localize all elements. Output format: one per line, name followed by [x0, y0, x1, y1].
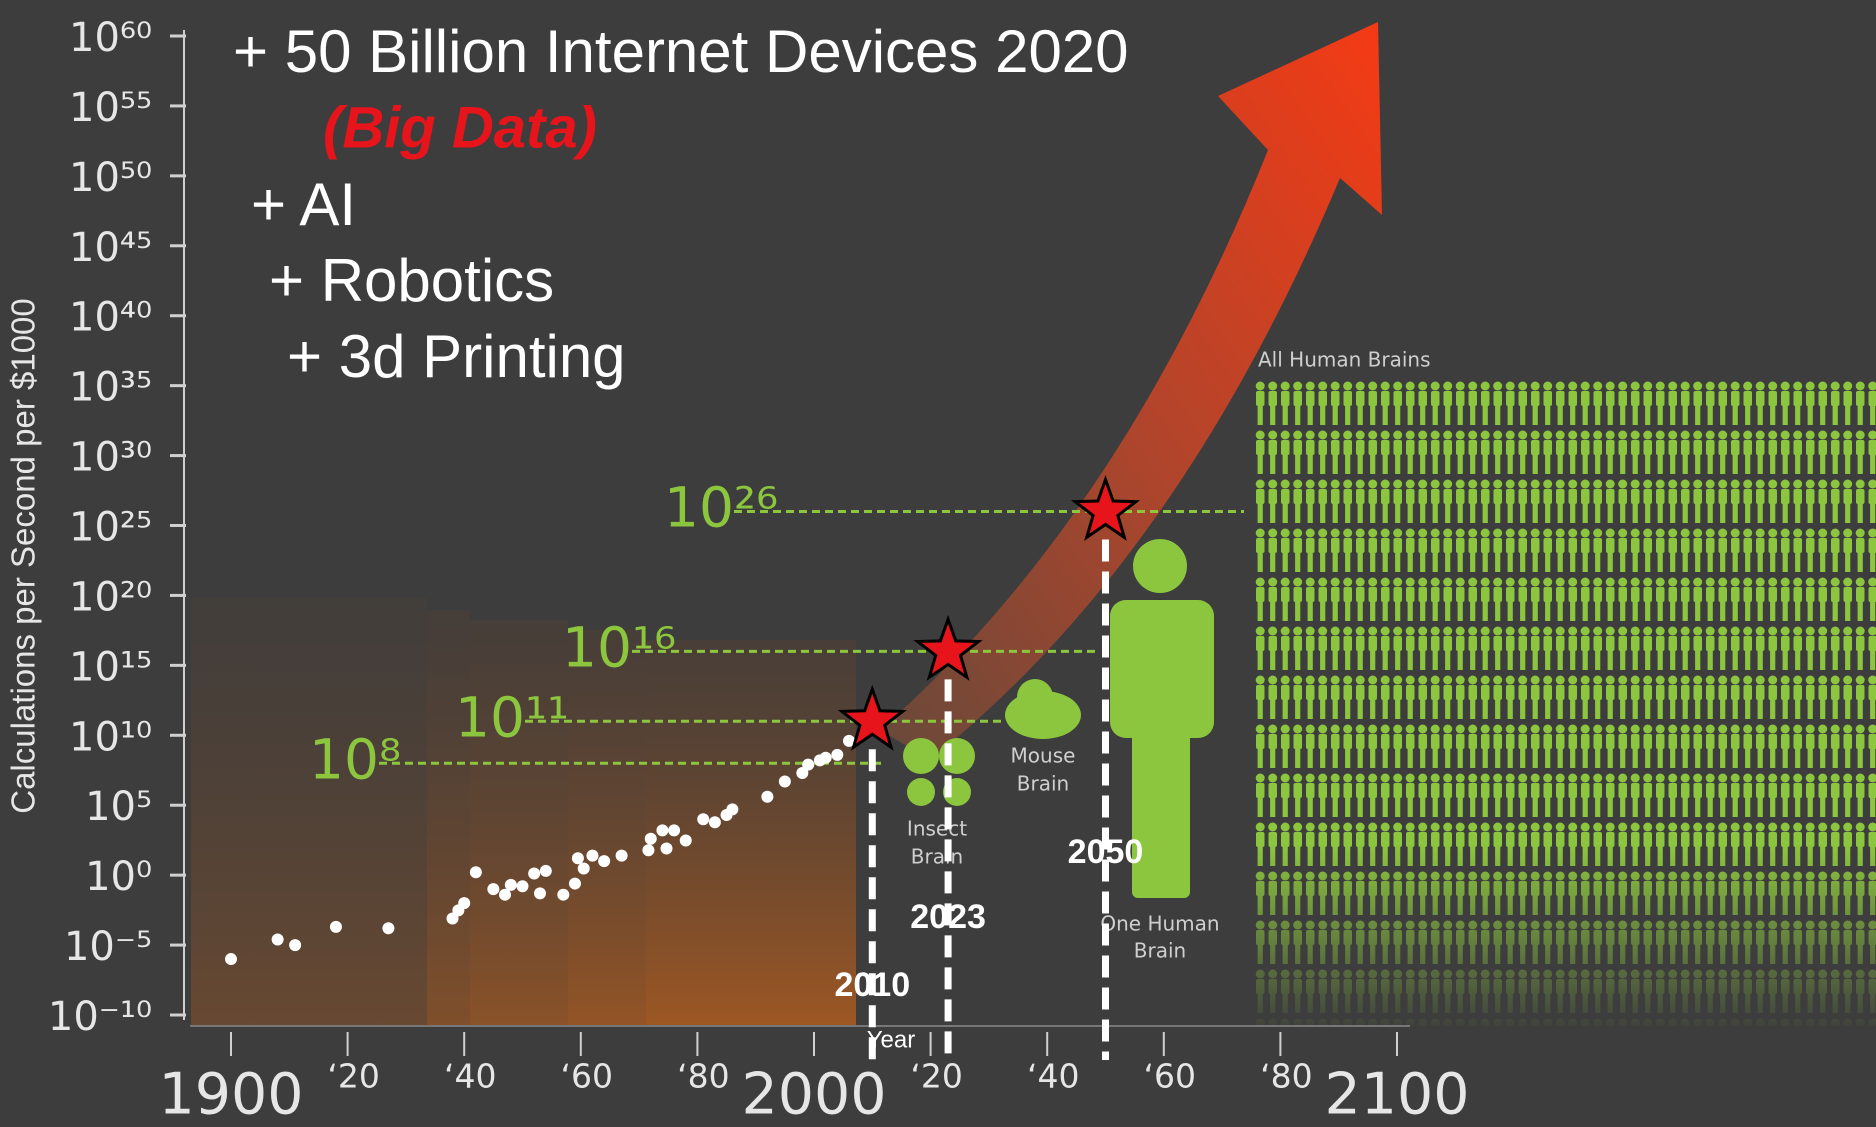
- data-point: [382, 922, 395, 935]
- x-tick-label: 2100: [1324, 1062, 1469, 1127]
- data-point: [831, 748, 844, 761]
- x-tick-label: ‘80: [677, 1057, 729, 1096]
- level-label: 10²⁶: [664, 476, 778, 540]
- x-tick-label: ‘40: [444, 1057, 496, 1096]
- level-label: 10¹⁶: [562, 616, 676, 680]
- data-point: [528, 867, 541, 880]
- y-axis-label: Calculations per Second per $1000: [5, 298, 42, 814]
- y-tick-label: 10³⁰: [69, 435, 152, 481]
- x-tick-label: 2000: [741, 1062, 886, 1127]
- x-tick-label: ‘60: [1144, 1057, 1196, 1096]
- y-tick-label: 10¹⁰: [69, 714, 152, 760]
- data-point: [539, 864, 552, 877]
- growth-arrow: [880, 22, 1382, 760]
- data-point: [289, 939, 302, 952]
- x-tick-label: ‘20: [910, 1057, 962, 1096]
- brain-label: Brain: [911, 845, 963, 869]
- data-point: [458, 897, 471, 910]
- data-point: [469, 866, 482, 879]
- y-tick-label: 10²⁵: [69, 505, 152, 551]
- data-point: [644, 832, 657, 845]
- y-tick-label: 10⁵: [85, 784, 152, 830]
- x-tick-label: ‘40: [1027, 1057, 1079, 1096]
- y-tick-label: 10⁻⁵: [64, 924, 152, 970]
- all-human-brains-figures: [1254, 380, 1876, 1026]
- data-point: [516, 880, 529, 893]
- milestone-year: 2010: [834, 966, 910, 1004]
- data-point: [679, 834, 692, 847]
- data-point: [656, 824, 669, 837]
- x-tick-label: 1900: [158, 1062, 303, 1127]
- milestone-star: [837, 684, 907, 751]
- data-point: [761, 790, 774, 803]
- data-point: [660, 842, 673, 855]
- x-tick-label: ‘80: [1260, 1057, 1312, 1096]
- brain-label: Mouse: [1011, 744, 1076, 768]
- data-point: [708, 816, 721, 829]
- data-point: [577, 862, 590, 875]
- milestone-star: [913, 614, 983, 681]
- data-point: [586, 849, 599, 862]
- data-point: [568, 877, 581, 890]
- brain-label: Brain: [1134, 939, 1186, 963]
- data-point: [796, 767, 809, 780]
- annotation: + 3d Printing: [287, 323, 626, 390]
- data-point: [726, 803, 739, 816]
- annotation: + AI: [251, 171, 356, 238]
- annotation: + Robotics: [269, 247, 554, 314]
- brain-label: Brain: [1017, 772, 1069, 796]
- data-point: [533, 887, 546, 900]
- annotation: (Big Data): [323, 95, 597, 160]
- data-point: [271, 933, 284, 946]
- data-point: [487, 883, 500, 896]
- data-point: [668, 824, 681, 837]
- data-point: [571, 852, 584, 865]
- y-tick-label: 10⁴⁵: [69, 225, 152, 271]
- y-tick-label: 10¹⁵: [69, 644, 152, 690]
- data-point: [598, 855, 611, 868]
- level-label: 10¹¹: [455, 685, 569, 749]
- y-tick-label: 10³⁵: [69, 365, 152, 411]
- data-point: [615, 849, 628, 862]
- brain-label: One Human: [1100, 912, 1219, 936]
- data-point: [842, 734, 855, 747]
- data-point: [557, 888, 570, 901]
- insect-figure: [903, 738, 975, 806]
- x-tick-label: ‘20: [327, 1057, 379, 1096]
- data-point: [802, 758, 815, 771]
- data-point: [499, 888, 512, 901]
- brain-label: Insect: [907, 817, 967, 841]
- level-label: 10⁸: [309, 727, 401, 791]
- milestone-year: 2050: [1068, 833, 1144, 871]
- mouse-figure: [1005, 679, 1081, 739]
- y-tick-label: 10⁴⁰: [69, 295, 152, 341]
- data-point: [778, 775, 791, 788]
- y-tick-label: 10⁵⁰: [69, 155, 152, 201]
- y-tick-label: 10²⁰: [69, 574, 152, 620]
- milestone-star: [1070, 474, 1141, 542]
- data-point: [225, 953, 237, 966]
- data-point: [504, 878, 517, 891]
- data-point: [697, 813, 710, 826]
- x-tick-label: ‘60: [561, 1057, 613, 1096]
- data-point: [642, 844, 655, 857]
- annotation: + 50 Billion Internet Devices 2020: [233, 18, 1129, 85]
- milestone-year: 2023: [910, 898, 986, 936]
- human-figure: [1110, 539, 1214, 898]
- y-tick-label: 10⁰: [85, 854, 152, 900]
- y-tick-label: 10⁵⁵: [69, 85, 152, 131]
- y-tick-label: 10⁻¹⁰: [48, 994, 152, 1040]
- y-tick-label: 10⁶⁰: [69, 15, 152, 61]
- brain-label: All Human Brains: [1258, 348, 1431, 372]
- data-point: [329, 920, 342, 933]
- era-bands: [191, 598, 856, 1026]
- data-point: [819, 751, 832, 764]
